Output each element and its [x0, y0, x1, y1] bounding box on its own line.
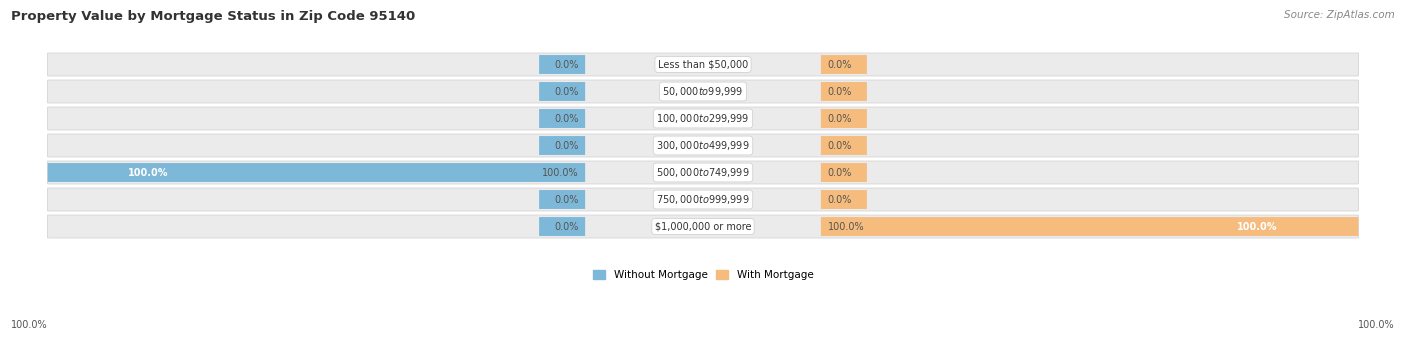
FancyBboxPatch shape [821, 82, 868, 101]
Text: 0.0%: 0.0% [828, 114, 852, 123]
Text: 100.0%: 100.0% [1237, 222, 1278, 232]
FancyBboxPatch shape [48, 80, 1358, 103]
Text: 100.0%: 100.0% [1358, 320, 1395, 330]
Text: Property Value by Mortgage Status in Zip Code 95140: Property Value by Mortgage Status in Zip… [11, 10, 416, 23]
Text: 100.0%: 100.0% [828, 222, 865, 232]
Text: 0.0%: 0.0% [554, 86, 578, 97]
Text: 0.0%: 0.0% [554, 194, 578, 204]
FancyBboxPatch shape [821, 55, 868, 74]
FancyBboxPatch shape [48, 134, 1358, 157]
Text: $100,000 to $299,999: $100,000 to $299,999 [657, 112, 749, 125]
FancyBboxPatch shape [48, 53, 1358, 76]
Text: $50,000 to $99,999: $50,000 to $99,999 [662, 85, 744, 98]
FancyBboxPatch shape [538, 136, 585, 155]
FancyBboxPatch shape [48, 107, 1358, 130]
Text: Less than $50,000: Less than $50,000 [658, 59, 748, 69]
Text: 100.0%: 100.0% [128, 168, 169, 177]
FancyBboxPatch shape [821, 109, 868, 128]
FancyBboxPatch shape [821, 217, 1358, 236]
Text: $500,000 to $749,999: $500,000 to $749,999 [657, 166, 749, 179]
Text: 0.0%: 0.0% [554, 59, 578, 69]
Text: 0.0%: 0.0% [828, 168, 852, 177]
Text: 0.0%: 0.0% [828, 86, 852, 97]
FancyBboxPatch shape [48, 163, 585, 182]
Text: 0.0%: 0.0% [828, 194, 852, 204]
FancyBboxPatch shape [538, 109, 585, 128]
Text: Source: ZipAtlas.com: Source: ZipAtlas.com [1284, 10, 1395, 20]
FancyBboxPatch shape [48, 215, 1358, 238]
FancyBboxPatch shape [538, 82, 585, 101]
Text: 100.0%: 100.0% [11, 320, 48, 330]
Text: 0.0%: 0.0% [554, 222, 578, 232]
FancyBboxPatch shape [821, 163, 868, 182]
FancyBboxPatch shape [538, 190, 585, 209]
FancyBboxPatch shape [821, 136, 868, 155]
Text: 0.0%: 0.0% [828, 59, 852, 69]
FancyBboxPatch shape [48, 188, 1358, 211]
Legend: Without Mortgage, With Mortgage: Without Mortgage, With Mortgage [589, 266, 817, 284]
Text: 0.0%: 0.0% [554, 140, 578, 151]
Text: 0.0%: 0.0% [828, 140, 852, 151]
FancyBboxPatch shape [821, 190, 868, 209]
Text: 0.0%: 0.0% [554, 114, 578, 123]
Text: $1,000,000 or more: $1,000,000 or more [655, 222, 751, 232]
FancyBboxPatch shape [48, 161, 1358, 184]
FancyBboxPatch shape [538, 55, 585, 74]
Text: $300,000 to $499,999: $300,000 to $499,999 [657, 139, 749, 152]
FancyBboxPatch shape [538, 217, 585, 236]
Text: $750,000 to $999,999: $750,000 to $999,999 [657, 193, 749, 206]
Text: 100.0%: 100.0% [541, 168, 578, 177]
